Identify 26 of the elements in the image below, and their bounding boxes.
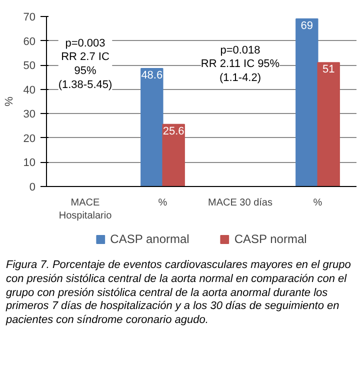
y-tick-label: 30: [23, 108, 36, 121]
x-tick-label: MACE 30 días: [208, 198, 272, 208]
x-tick-label: %: [158, 198, 168, 208]
y-axis-title: %: [3, 96, 16, 106]
x-tick-label: MACE Hospitalario: [58, 198, 112, 222]
annotation: p=0.018 RR 2.11 IC 95% (1.1-4.2): [200, 44, 280, 84]
bar: [140, 68, 164, 186]
y-tick-label: 50: [23, 60, 36, 72]
y-tick-label: 10: [23, 157, 36, 170]
data-label: 25.6: [162, 125, 184, 138]
legend-label: CASP anormal: [110, 232, 190, 246]
data-label: 48.6: [141, 69, 163, 82]
y-tick-label: 20: [23, 132, 36, 145]
y-tick-label: 40: [23, 84, 36, 96]
y-tick-label: 0: [29, 182, 36, 194]
annotation: p=0.003 RR 2.7 IC 95% (1.38-5.45): [58, 37, 112, 91]
bar: [317, 62, 340, 186]
text: Figura 7. Porcentaje de eventos cardiovasculares mayores en el grupo con presión sistólica central de la aorta normal en comparación con el grupo con presión sistólica central de la aorta anormal durante los primeros 7 días de hospitalización y a los 30 días de seguimiento en pacientes con síndrome coronario agudo.: [6, 259, 351, 326]
y-tick-label: 70: [23, 12, 36, 24]
y-tick-label: 60: [23, 36, 36, 48]
x-tick-label: %: [313, 198, 322, 208]
data-label: 69: [300, 20, 314, 32]
bar: [296, 18, 318, 186]
data-label: 51: [322, 64, 335, 76]
legend-label: CASP normal: [234, 232, 307, 246]
bar: [162, 124, 185, 186]
